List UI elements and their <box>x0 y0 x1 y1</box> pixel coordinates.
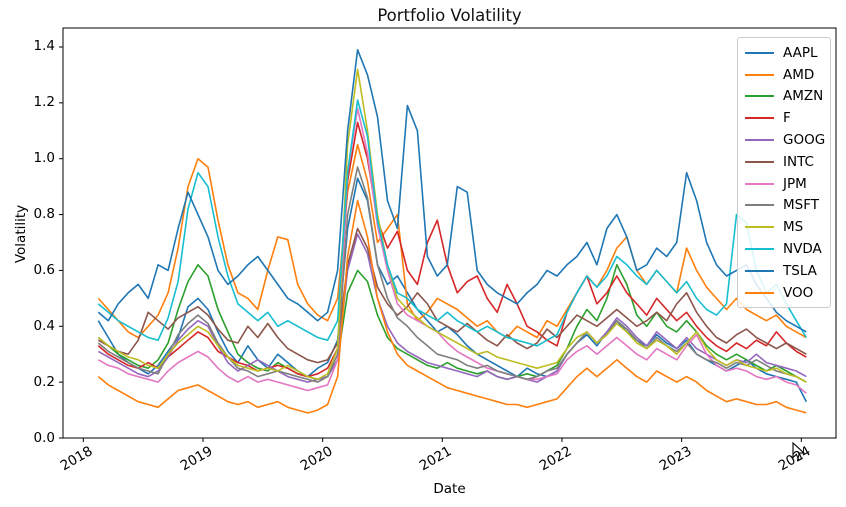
y-tick-label-0.8: 0.8 <box>33 206 55 223</box>
x-axis-label: Date <box>433 481 466 497</box>
legend-label-TSLA: TSLA <box>783 262 817 279</box>
legend-item-JPM: JPM <box>745 173 823 195</box>
series-lines <box>97 48 808 414</box>
series-line-AAPL <box>97 177 808 403</box>
series-line-AMD <box>97 143 807 339</box>
legend-item-AMZN: AMZN <box>745 86 823 108</box>
y-tick-label-1.4: 1.4 <box>33 38 55 55</box>
legend-line-swatch-INTC <box>745 160 774 163</box>
y-tick-label-0.0: 0.0 <box>33 429 55 446</box>
legend-line-swatch-AMD <box>745 73 774 76</box>
legend-label-INTC: INTC <box>783 153 814 170</box>
legend-line-swatch-NVDA <box>745 248 774 251</box>
plot-border <box>62 27 837 439</box>
legend-label-F: F <box>783 110 791 127</box>
legend-label-AAPL: AAPL <box>783 44 818 61</box>
legend-item-AMD: AMD <box>745 64 823 86</box>
y-tick-label-0.4: 0.4 <box>33 317 55 334</box>
legend-item-INTC: INTC <box>745 151 823 173</box>
series-line-F <box>97 121 807 378</box>
y-tick-label-0.6: 0.6 <box>33 261 55 278</box>
y-tick-label-0.2: 0.2 <box>33 373 55 390</box>
series-line-INTC <box>97 227 807 364</box>
series-line-AMZN <box>97 263 807 383</box>
legend-item-TSLA: TSLA <box>745 260 823 282</box>
legend-line-swatch-AAPL <box>745 51 774 54</box>
tick-marks <box>59 46 802 442</box>
series-line-MSFT <box>97 166 807 383</box>
legend-line-swatch-GOOG <box>745 139 774 142</box>
y-tick-label-1.0: 1.0 <box>33 150 55 167</box>
legend-line-swatch-MSFT <box>745 204 774 207</box>
legend-item-MS: MS <box>745 216 823 238</box>
legend-label-AMZN: AMZN <box>783 88 824 105</box>
legend-label-MSFT: MSFT <box>783 197 819 214</box>
legend-line-swatch-MS <box>745 226 774 229</box>
legend-item-AAPL: AAPL <box>745 42 823 64</box>
legend-item-MSFT: MSFT <box>745 195 823 217</box>
series-line-NVDA <box>97 99 807 347</box>
series-line-VOO <box>97 199 807 414</box>
legend-item-GOOG: GOOG <box>745 129 826 151</box>
legend-line-swatch-JPM <box>745 182 774 185</box>
y-tick-label-1.2: 1.2 <box>33 94 55 111</box>
legend-line-swatch-F <box>745 117 774 120</box>
legend-line-swatch-TSLA <box>745 269 774 272</box>
legend-line-swatch-VOO <box>745 291 774 294</box>
legend-label-VOO: VOO <box>783 284 814 301</box>
series-line-GOOG <box>97 233 807 383</box>
legend-line-swatch-AMZN <box>745 95 774 98</box>
legend-item-F: F <box>745 107 823 129</box>
legend-item-VOO: VOO <box>745 282 823 304</box>
chart-title: Portfolio Volatility <box>377 6 522 25</box>
legend-label-MS: MS <box>783 219 804 236</box>
series-line-MS <box>97 68 807 383</box>
legend-item-NVDA: NVDA <box>745 238 823 260</box>
legend-label-AMD: AMD <box>783 66 815 83</box>
mouse-cursor <box>792 441 806 461</box>
legend-label-GOOG: GOOG <box>783 132 826 149</box>
legend-label-NVDA: NVDA <box>783 241 822 258</box>
series-line-TSLA <box>97 48 807 333</box>
legend-label-JPM: JPM <box>783 175 807 192</box>
legend: AAPL AMD AMZN F GOOG INTC JPM MSFT MS NVDA TSLA VOO <box>737 37 831 308</box>
